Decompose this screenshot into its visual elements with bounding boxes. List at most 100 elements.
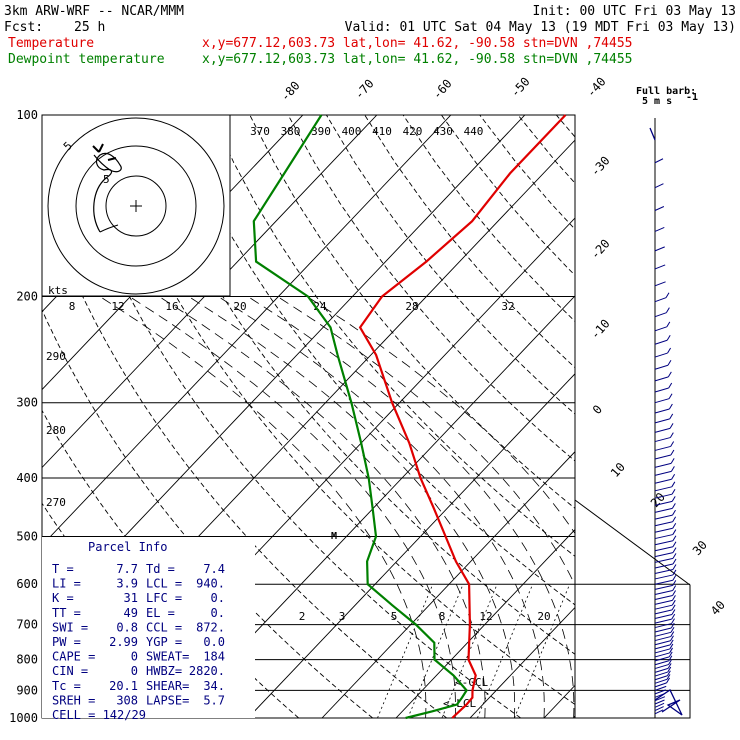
temperature-tick-label: -30 [588, 154, 613, 179]
wind-barb [654, 623, 672, 629]
wind-barb-feather [666, 335, 671, 341]
wind-barb [654, 552, 674, 558]
mixing-ratio-label: 5 [391, 610, 398, 623]
barb-legend-exponent: -1 [686, 92, 698, 103]
isotherm-line [173, 295, 575, 718]
forecast-hour: 25 h [74, 20, 105, 35]
mixing-ratio-label: 3 [339, 610, 346, 623]
wind-barb [654, 656, 670, 662]
wind-barb-feather [669, 639, 674, 646]
parcel-info-label: LFC = [146, 591, 182, 605]
wind-barb-feather [672, 595, 676, 601]
hodograph-ring [75, 145, 197, 267]
hodograph-trace-tail [99, 224, 119, 233]
wind-barb [654, 486, 672, 492]
parcel-info-label: SHEAR= [146, 679, 189, 693]
dry-adiabat [211, 115, 575, 557]
barb-legend-title: Full barb: [636, 86, 696, 97]
parcel-info-label: CCL = [146, 620, 182, 634]
adiabat-label: 280 [46, 424, 66, 437]
wind-barb [654, 507, 673, 513]
parcel-info-value: 2.99 [109, 635, 138, 649]
dry-adiabat [134, 115, 575, 655]
parcel-info-label: K = [52, 591, 74, 605]
wind-barb [654, 652, 670, 658]
hodograph-trace [93, 152, 122, 233]
m-marker: M [331, 531, 337, 542]
temperature-tick-label: 40 [708, 598, 728, 618]
wind-barb [654, 246, 665, 252]
isotherm-line [42, 115, 378, 469]
dry-adiabat [249, 115, 575, 509]
parcel-info-row: CAPE = 0 SWEAT= 184 [52, 650, 225, 664]
wind-barb [654, 636, 671, 642]
pressure-tick-label: 400 [16, 471, 38, 485]
wind-barb [654, 387, 669, 393]
pressure-tick-label: 200 [16, 290, 38, 304]
wind-barb [654, 297, 667, 303]
temperature-profile [358, 114, 567, 719]
wind-barb [654, 462, 672, 468]
wind-barb-feather [666, 674, 671, 680]
wind-barb-feather [665, 307, 670, 313]
temperature-tick-label: -20 [588, 237, 613, 262]
wind-barb [654, 158, 664, 164]
wind-barb-feather [672, 522, 677, 529]
wind-barb-feather [665, 292, 670, 298]
moist-adiabat [129, 296, 456, 718]
parcel-info-value: 872. [196, 620, 225, 634]
wind-barb [654, 226, 665, 232]
clipped-grid [0, 115, 740, 718]
wind-barb [654, 569, 674, 575]
parcel-info-value: 0.8 [116, 620, 138, 634]
wind-barb [654, 706, 664, 712]
parcel-info-label: LI = [52, 577, 81, 591]
sounding-profiles [252, 114, 567, 720]
wind-barb [654, 514, 673, 520]
isotherm-line [692, 115, 740, 718]
diagram-border [41, 114, 576, 719]
parcel-info-row: CELL = 142/29 [52, 708, 146, 722]
wind-barb [654, 418, 670, 424]
wind-barb [654, 183, 664, 189]
temperature-tick-label: 0 [590, 402, 605, 417]
wind-barb-feather [667, 666, 672, 673]
isotherm-line [247, 373, 575, 718]
pressure-tick-label: 100 [16, 108, 38, 122]
wind-barb-feather [671, 609, 676, 615]
parcel-info-label: EL = [146, 606, 175, 620]
adiabat-label: 290 [46, 350, 66, 363]
wind-barb [654, 648, 671, 654]
wind-barb [654, 590, 673, 595]
wind-barb-feather [671, 496, 676, 502]
wind-barb-feather [672, 516, 677, 523]
wind-barb [654, 682, 667, 688]
hodograph-origin [130, 200, 142, 212]
wind-barb [654, 445, 671, 451]
theta-label: 440 [464, 125, 484, 138]
wind-barb [654, 478, 672, 484]
wind-barb-feather [671, 488, 676, 495]
wind-barb-feather [670, 631, 675, 637]
temperature-tick-label: -10 [588, 317, 613, 342]
wind-barb [654, 557, 674, 563]
wind-barb-feather [668, 382, 673, 389]
moist-adiabat [188, 296, 516, 718]
temperature-tick-label: -40 [584, 75, 609, 100]
parcel-info-value: 184 [203, 650, 225, 664]
wind-barb [654, 689, 666, 695]
barb-legend-speed: 5 m s [642, 96, 672, 107]
wind-barb [654, 352, 668, 358]
parcel-info-value: 7.4 [203, 562, 225, 576]
isotherm-line [0, 115, 7, 718]
theta-label: 430 [433, 125, 453, 138]
hodograph-ring-label: 16 [165, 300, 178, 313]
dry-adiabat [57, 115, 521, 718]
parcel-info-label: TT = [52, 606, 81, 620]
temperature-location: x,y=677.12,603.73 lat,lon= 41.62, -90.58… [202, 36, 632, 51]
wind-barb [654, 618, 672, 624]
hodograph-ring-label: 12 [111, 300, 124, 313]
wind-barb [654, 281, 666, 287]
wind-barb [654, 604, 673, 610]
